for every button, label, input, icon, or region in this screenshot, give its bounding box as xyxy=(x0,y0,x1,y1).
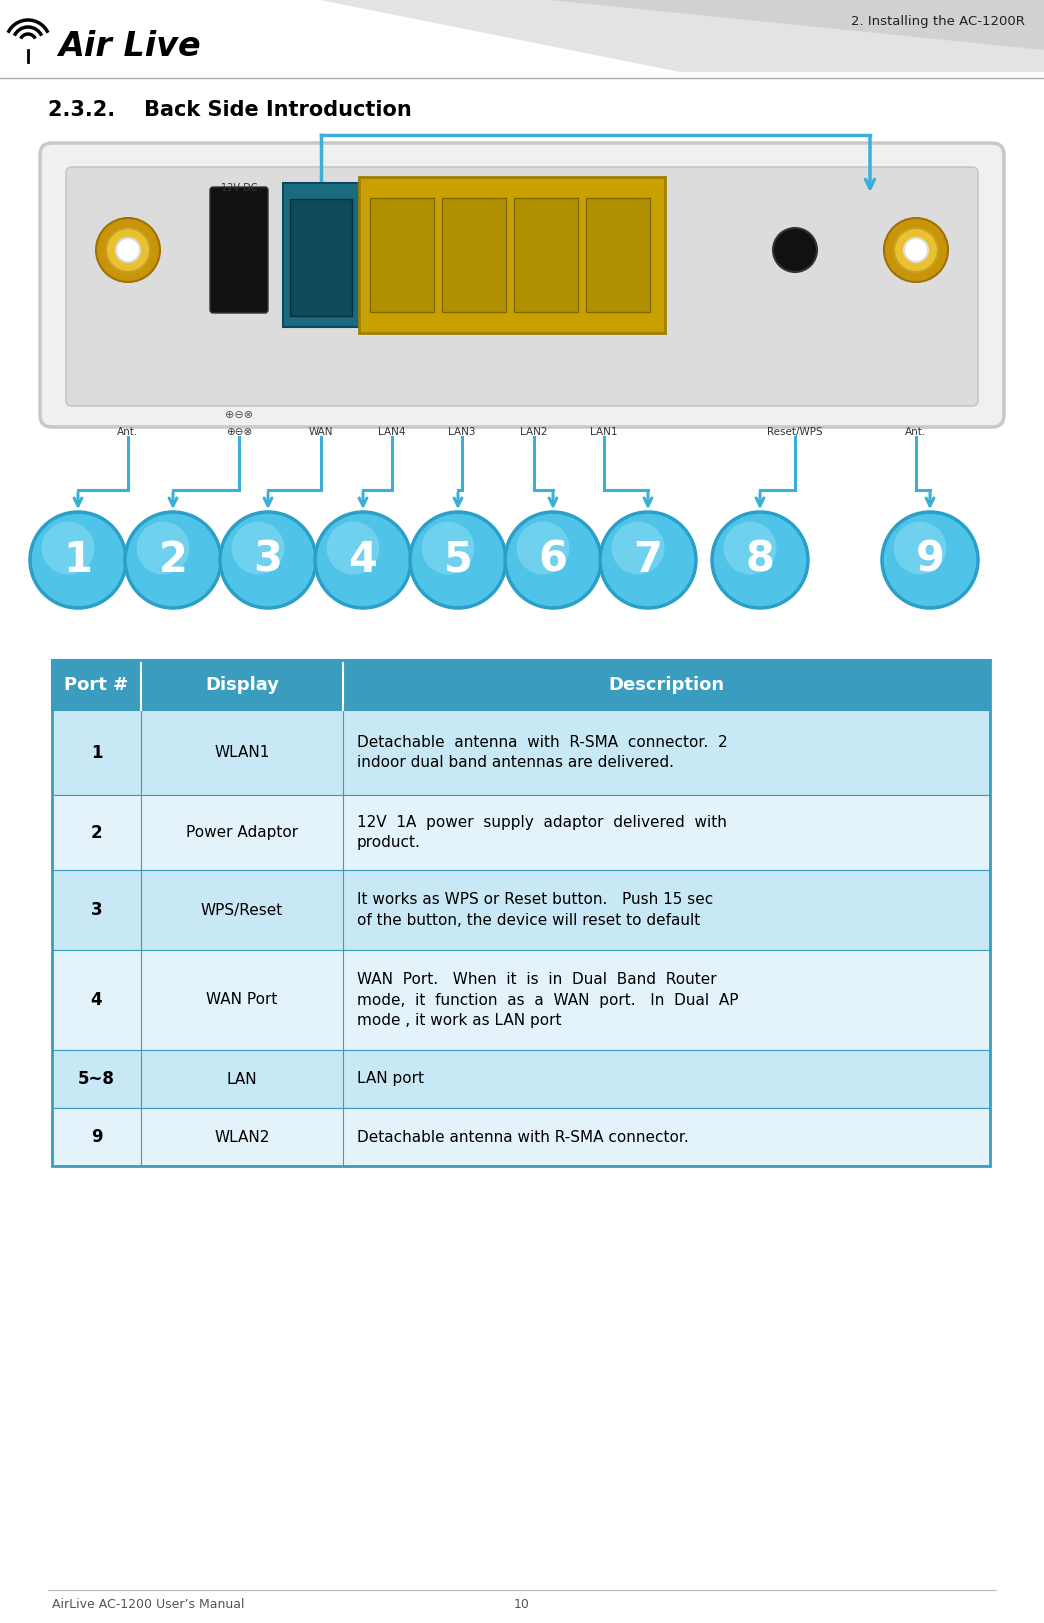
Text: Air Live: Air Live xyxy=(58,29,200,63)
Text: 6: 6 xyxy=(539,539,568,581)
FancyBboxPatch shape xyxy=(370,198,434,312)
Text: Description: Description xyxy=(609,677,725,695)
Circle shape xyxy=(96,217,160,282)
Text: 12V  1A  power  supply  adaptor  delivered  with
product.: 12V 1A power supply adaptor delivered wi… xyxy=(357,815,727,850)
FancyBboxPatch shape xyxy=(40,143,1004,427)
Circle shape xyxy=(30,511,126,609)
Text: 1: 1 xyxy=(91,743,102,761)
Polygon shape xyxy=(550,0,1044,50)
Circle shape xyxy=(894,227,938,273)
FancyBboxPatch shape xyxy=(52,661,990,709)
Text: 5: 5 xyxy=(444,539,473,581)
Text: AirLive AC-1200 User’s Manual: AirLive AC-1200 User’s Manual xyxy=(52,1599,244,1612)
Circle shape xyxy=(723,521,777,575)
Text: 2: 2 xyxy=(91,823,102,841)
Text: Port #: Port # xyxy=(65,677,128,695)
Text: Detachable antenna with R-SMA connector.: Detachable antenna with R-SMA connector. xyxy=(357,1130,689,1144)
Circle shape xyxy=(773,227,817,273)
Text: It works as WPS or Reset button.   Push 15 sec
of the button, the device will re: It works as WPS or Reset button. Push 15… xyxy=(357,893,713,928)
Text: Display: Display xyxy=(205,677,279,695)
FancyBboxPatch shape xyxy=(52,795,990,870)
Text: 3: 3 xyxy=(91,901,102,919)
Text: LAN3: LAN3 xyxy=(448,427,476,437)
Text: ⊕⊖⊗: ⊕⊖⊗ xyxy=(224,411,253,420)
FancyBboxPatch shape xyxy=(52,709,990,795)
Circle shape xyxy=(612,521,664,575)
Polygon shape xyxy=(321,0,1044,71)
FancyBboxPatch shape xyxy=(586,198,650,312)
FancyBboxPatch shape xyxy=(442,198,506,312)
Text: 8: 8 xyxy=(745,539,775,581)
Text: Ant.: Ant. xyxy=(905,427,927,437)
Text: 10: 10 xyxy=(514,1599,530,1612)
Text: 7: 7 xyxy=(634,539,663,581)
FancyBboxPatch shape xyxy=(52,870,990,949)
Text: 4: 4 xyxy=(91,992,102,1010)
FancyBboxPatch shape xyxy=(66,167,978,406)
Text: 2.3.2.    Back Side Introduction: 2.3.2. Back Side Introduction xyxy=(48,101,411,120)
Text: 5~8: 5~8 xyxy=(78,1070,115,1087)
Text: WLAN2: WLAN2 xyxy=(214,1130,269,1144)
Circle shape xyxy=(42,521,94,575)
Text: LAN port: LAN port xyxy=(357,1071,424,1086)
Text: Detachable  antenna  with  R-SMA  connector.  2
indoor dual band antennas are de: Detachable antenna with R-SMA connector.… xyxy=(357,735,728,771)
Text: WAN: WAN xyxy=(309,427,333,437)
Text: Reset/WPS: Reset/WPS xyxy=(767,427,823,437)
Circle shape xyxy=(116,239,140,261)
Circle shape xyxy=(327,521,379,575)
Text: Power Adaptor: Power Adaptor xyxy=(186,824,298,841)
Circle shape xyxy=(517,521,569,575)
Circle shape xyxy=(505,511,601,609)
FancyBboxPatch shape xyxy=(52,949,990,1050)
Circle shape xyxy=(232,521,284,575)
Text: 1: 1 xyxy=(64,539,93,581)
Circle shape xyxy=(125,511,221,609)
FancyBboxPatch shape xyxy=(514,198,578,312)
Text: LAN1: LAN1 xyxy=(590,427,618,437)
Text: LAN4: LAN4 xyxy=(378,427,406,437)
Text: LAN: LAN xyxy=(227,1071,257,1086)
Circle shape xyxy=(904,239,928,261)
Circle shape xyxy=(137,521,189,575)
Text: ⊕⊖⊗: ⊕⊖⊗ xyxy=(226,427,252,437)
FancyBboxPatch shape xyxy=(52,1109,990,1165)
Text: 12V DC: 12V DC xyxy=(220,183,257,193)
Circle shape xyxy=(422,521,474,575)
Circle shape xyxy=(220,511,316,609)
Circle shape xyxy=(884,217,948,282)
Text: 4: 4 xyxy=(349,539,378,581)
Circle shape xyxy=(106,227,150,273)
Text: 9: 9 xyxy=(91,1128,102,1146)
Text: Ant.: Ant. xyxy=(117,427,139,437)
FancyBboxPatch shape xyxy=(359,177,665,333)
Circle shape xyxy=(410,511,506,609)
FancyBboxPatch shape xyxy=(210,187,268,313)
FancyBboxPatch shape xyxy=(290,200,352,316)
FancyBboxPatch shape xyxy=(52,1050,990,1109)
Circle shape xyxy=(600,511,696,609)
Circle shape xyxy=(712,511,808,609)
Text: 2: 2 xyxy=(159,539,188,581)
Text: WAN Port: WAN Port xyxy=(207,993,278,1008)
Circle shape xyxy=(894,521,947,575)
Text: 3: 3 xyxy=(254,539,283,581)
Circle shape xyxy=(315,511,411,609)
Text: 9: 9 xyxy=(916,539,945,581)
FancyBboxPatch shape xyxy=(283,183,359,326)
Text: 2. Installing the AC-1200R: 2. Installing the AC-1200R xyxy=(851,15,1025,28)
Text: WLAN1: WLAN1 xyxy=(214,745,269,760)
Text: LAN2: LAN2 xyxy=(520,427,548,437)
Text: WAN  Port.   When  it  is  in  Dual  Band  Router
mode,  it  function  as  a  WA: WAN Port. When it is in Dual Band Router… xyxy=(357,972,738,1027)
Circle shape xyxy=(882,511,978,609)
Text: WPS/Reset: WPS/Reset xyxy=(200,902,283,917)
